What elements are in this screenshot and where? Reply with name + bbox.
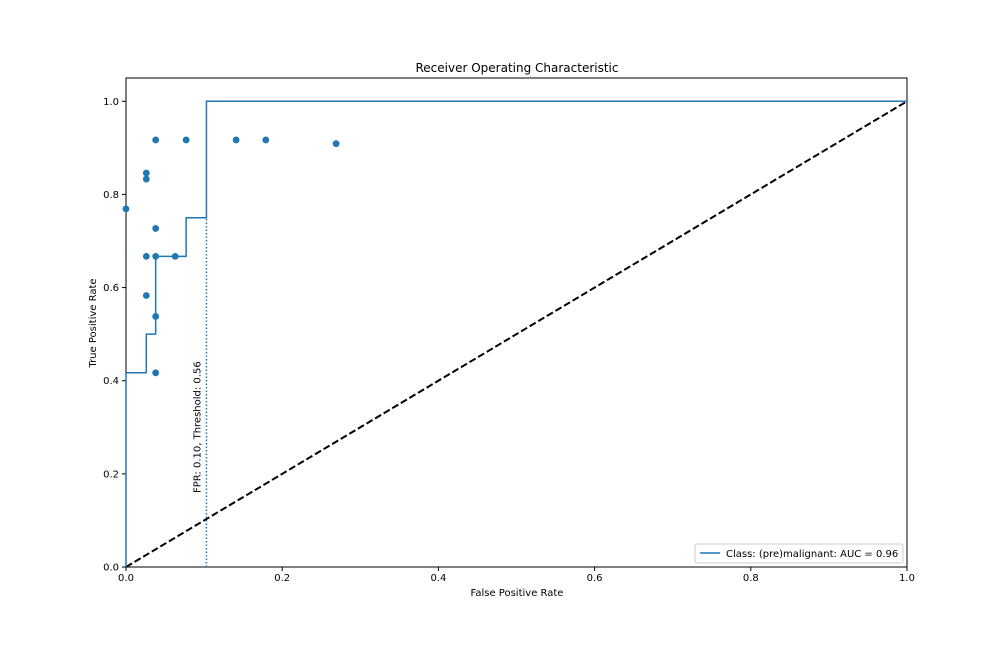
y-tick-label: 1.0 <box>103 97 119 108</box>
threshold-point <box>152 313 160 320</box>
threshold-point <box>262 136 270 144</box>
threshold-point <box>152 369 160 377</box>
threshold-point <box>332 140 340 148</box>
threshold-marker-label: FPR: 0.10, Threshold: 0.56 <box>192 361 203 493</box>
y-tick-label: 0.6 <box>103 283 119 294</box>
threshold-points <box>122 136 340 377</box>
y-axis-ticks: 0.0 0.2 0.4 0.6 0.8 1.0 <box>103 97 126 574</box>
y-tick-label: 0.4 <box>103 376 119 387</box>
threshold-point <box>122 205 130 213</box>
chance-diagonal-line <box>125 100 908 568</box>
threshold-point <box>142 252 150 260</box>
x-axis-ticks: 0.0 0.2 0.4 0.6 0.8 1.0 <box>118 567 915 584</box>
threshold-point <box>171 252 179 260</box>
x-tick-label: 0.6 <box>587 573 603 584</box>
threshold-point <box>232 136 240 144</box>
threshold-point <box>152 252 160 260</box>
axes-frame <box>125 77 908 568</box>
plot-area <box>125 77 908 568</box>
x-tick-label: 0.4 <box>430 573 446 584</box>
threshold-point <box>182 136 190 144</box>
x-axis-label: False Positive Rate <box>471 588 564 599</box>
y-tick-label: 0.8 <box>103 190 119 201</box>
y-tick-label: 0.0 <box>103 563 119 574</box>
x-tick-label: 0.8 <box>743 573 759 584</box>
y-tick-label: 0.2 <box>103 469 119 480</box>
x-tick-label: 1.0 <box>899 573 915 584</box>
threshold-point <box>142 175 150 183</box>
threshold-point <box>142 169 150 177</box>
x-tick-label: 0.0 <box>118 573 134 584</box>
threshold-point <box>142 292 150 299</box>
threshold-point <box>152 225 160 232</box>
y-axis-label: True Positive Rate <box>88 278 99 368</box>
threshold-point <box>152 136 160 144</box>
legend: Class: (pre)malignant: AUC = 0.96 <box>694 543 904 564</box>
legend-box <box>694 543 904 564</box>
chart-title: Receiver Operating Characteristic <box>415 61 618 75</box>
x-tick-label: 0.2 <box>274 573 290 584</box>
legend-label: Class: (pre)malignant: AUC = 0.96 <box>726 549 898 560</box>
